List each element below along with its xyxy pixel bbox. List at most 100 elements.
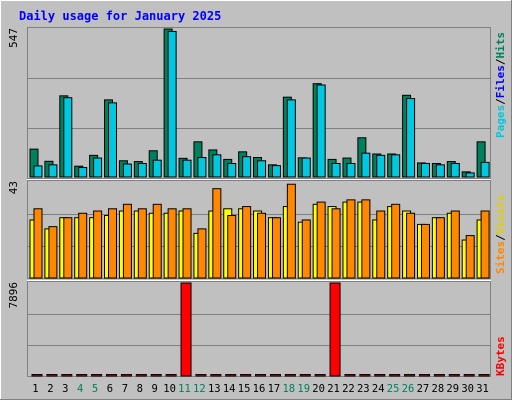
files-bar-6 (108, 102, 118, 178)
sites-bar-15 (242, 206, 252, 279)
sites-bar-1 (33, 208, 43, 279)
day-label-2: 2 (47, 383, 53, 395)
sites-bar-3 (63, 217, 73, 279)
sites-bar-19 (301, 219, 311, 279)
day-labels: 1 2 3 4 5 6 7 8 9 10 11 12 13 14 15 16 17 18 19 20 21 22 23 24 2… (32, 383, 489, 395)
files-bar-24 (376, 154, 386, 178)
files-bar-8 (137, 162, 147, 178)
kbytes-bar-4 (76, 374, 88, 377)
day-label-5: 5 (92, 383, 98, 395)
sites-bar-27 (420, 223, 430, 279)
files-bar-19 (301, 157, 311, 178)
day-label-21: 21 (327, 383, 340, 395)
files-bar-5 (93, 157, 103, 178)
day-label-10: 10 (163, 383, 176, 395)
files-bar-4 (78, 167, 88, 178)
files-bar-9 (152, 159, 162, 178)
files-bar-11 (182, 159, 192, 178)
day-label-26: 26 (402, 383, 415, 395)
day-label-28: 28 (432, 383, 445, 395)
kbytes-bar-22 (344, 374, 356, 377)
sites-bar-14 (227, 214, 237, 279)
kbytes-bar-23 (359, 374, 371, 377)
day-label-31: 31 (476, 383, 489, 395)
sites-bar-30 (465, 235, 475, 279)
day-label-29: 29 (446, 383, 459, 395)
day-label-16: 16 (253, 383, 266, 395)
sites-bar-18 (286, 183, 296, 279)
kbytes-bar-28 (433, 374, 445, 377)
kbytes-bar-1 (31, 374, 43, 377)
sites-bar-8 (137, 208, 147, 279)
day-label-18: 18 (282, 383, 295, 395)
day-label-23: 23 (357, 383, 370, 395)
day-label-15: 15 (238, 383, 251, 395)
kbytes-bar-9 (150, 374, 162, 377)
sites-bar-24 (376, 210, 386, 279)
day-label-13: 13 (208, 383, 221, 395)
files-bar-1 (33, 165, 43, 178)
day-label-30: 30 (461, 383, 474, 395)
separator-1: / (494, 98, 507, 105)
kbytes-bar-24 (374, 374, 386, 377)
hits-label: Hits (494, 32, 507, 59)
kbytes-bar-27 (418, 374, 430, 377)
kbytes-bar-21 (329, 282, 341, 377)
separator-3: / (494, 234, 507, 241)
kbytes-bar-13 (210, 374, 222, 377)
day-label-19: 19 (297, 383, 310, 395)
visits-axis-label: Sites/Visits (494, 195, 507, 275)
sites-bar-23 (361, 199, 371, 279)
kbytes-bar-8 (135, 374, 147, 377)
files-bar-27 (420, 162, 430, 178)
sites-label: Sites (494, 241, 507, 274)
day-label-4: 4 (77, 383, 83, 395)
sites-bar-28 (435, 217, 445, 279)
day-label-12: 12 (193, 383, 206, 395)
kbytes-bar-29 (448, 374, 460, 377)
files-bar-15 (242, 156, 252, 178)
bars (29, 28, 490, 377)
day-label-8: 8 (137, 383, 143, 395)
kbytes-bar-30 (463, 374, 475, 377)
files-bar-17 (271, 165, 281, 178)
day-label-17: 17 (268, 383, 281, 395)
kbytes-bar-25 (389, 374, 401, 377)
files-bar-14 (227, 162, 237, 178)
sites-bar-4 (78, 212, 88, 279)
day-label-11: 11 (178, 383, 191, 395)
hits-axis-label: Pages/Files/Hits (494, 32, 507, 138)
visits-label: Visits (494, 195, 507, 235)
kbytes-bar-6 (106, 374, 118, 377)
day-label-3: 3 (62, 383, 68, 395)
sites-bar-20 (316, 201, 326, 279)
kbytes-axis-label: KBytes (494, 336, 507, 376)
kbytes-bar-16 (255, 374, 267, 377)
separator-2: / (494, 58, 507, 65)
kbytes-ymax-label: 7896 (7, 282, 20, 309)
sites-bar-29 (450, 210, 460, 279)
files-bar-23 (361, 152, 371, 178)
kbytes-bar-14 (225, 374, 237, 377)
sites-bar-10 (167, 208, 177, 279)
kbytes-bar-3 (61, 374, 73, 377)
sites-bar-2 (48, 226, 58, 279)
files-bar-25 (391, 154, 401, 178)
sites-bar-25 (391, 203, 401, 279)
kbytes-bar-11 (180, 282, 192, 377)
files-bar-29 (450, 162, 460, 178)
kbytes-bar-7 (120, 374, 132, 377)
sites-bar-31 (480, 210, 490, 279)
kbytes-bar-12 (195, 374, 207, 377)
kbytes-panel (27, 281, 491, 377)
sites-bar-17 (271, 217, 281, 279)
kbytes-bar-10 (165, 374, 177, 377)
sites-bar-22 (346, 199, 356, 279)
kbytes-bar-15 (240, 374, 252, 377)
kbytes-bar-31 (478, 374, 490, 377)
hits-ymax-label: 547 (7, 28, 20, 48)
day-label-6: 6 (107, 383, 113, 395)
files-bar-10 (167, 30, 177, 178)
sites-bar-5 (93, 210, 103, 279)
